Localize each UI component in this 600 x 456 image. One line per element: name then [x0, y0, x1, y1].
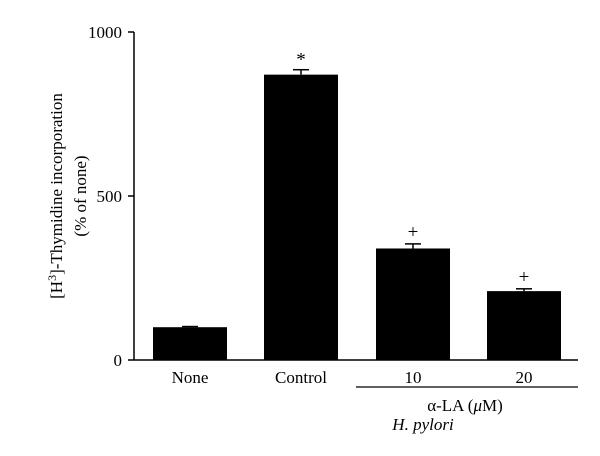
- group-label-h-pylori: H. pylori: [391, 415, 454, 434]
- y-tick-label: 500: [97, 187, 123, 206]
- y-axis-label-line2: (% of none): [71, 155, 90, 236]
- significance-marker: +: [519, 267, 530, 288]
- labels: None * Control +10 +20: [172, 50, 533, 387]
- x-tick-label: None: [172, 368, 209, 387]
- x-tick-label: 20: [516, 368, 533, 387]
- significance-marker: +: [408, 222, 419, 243]
- y-axis-label-line1: [H3]-Thymidine incorporation: [45, 93, 66, 299]
- significance-marker: *: [296, 50, 306, 71]
- bar-20: [487, 291, 561, 360]
- bar-10: [376, 248, 450, 360]
- group-label-treatment: α-LA (μM): [427, 396, 503, 415]
- bars: [153, 68, 561, 360]
- x-tick-label: 10: [405, 368, 422, 387]
- x-tick-label: Control: [275, 368, 327, 387]
- bar-control: [264, 74, 338, 360]
- bar-none: [153, 327, 227, 360]
- y-tick-label: 0: [114, 351, 123, 370]
- y-tick-label: 1000: [88, 23, 122, 42]
